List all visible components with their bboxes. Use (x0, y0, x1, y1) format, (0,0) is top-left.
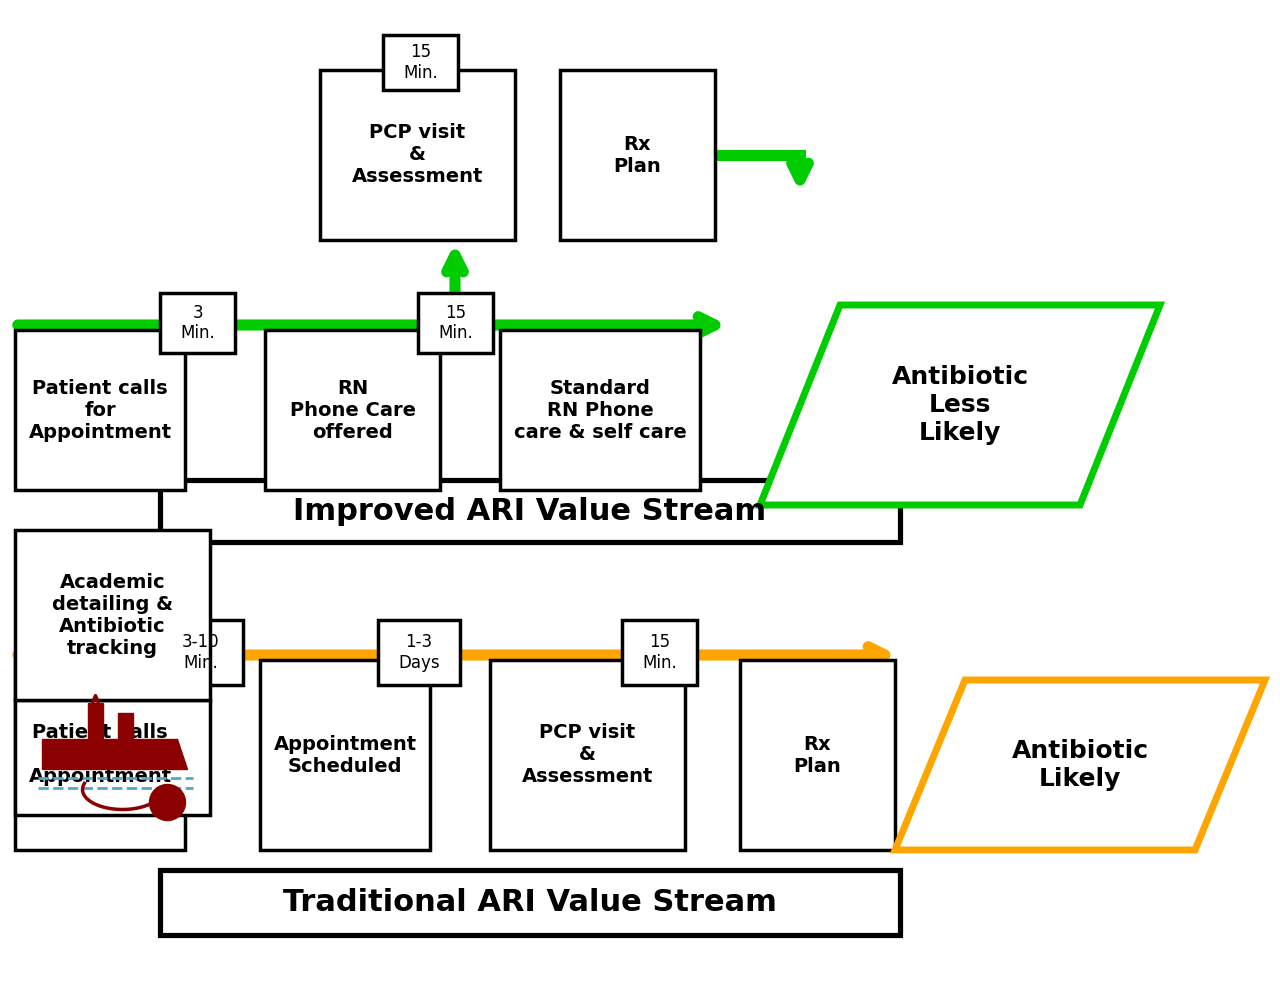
Text: 15
Min.: 15 Min. (643, 634, 677, 672)
FancyBboxPatch shape (378, 620, 460, 685)
FancyBboxPatch shape (15, 330, 186, 490)
Text: PCP visit
&
Assessment: PCP visit & Assessment (522, 724, 653, 786)
Polygon shape (895, 680, 1265, 850)
Text: Patient calls
for
Appointment: Patient calls for Appointment (28, 378, 172, 442)
FancyBboxPatch shape (15, 660, 186, 850)
Polygon shape (118, 713, 133, 740)
Text: Patient calls
for
Appointment: Patient calls for Appointment (28, 724, 172, 786)
Text: Improved ARI Value Stream: Improved ARI Value Stream (293, 496, 767, 525)
Text: Appointment
Scheduled: Appointment Scheduled (274, 735, 416, 776)
Text: PCP visit
&
Assessment: PCP visit & Assessment (352, 123, 483, 187)
Text: 1-3
Days: 1-3 Days (398, 634, 440, 672)
FancyBboxPatch shape (160, 480, 900, 542)
FancyBboxPatch shape (265, 330, 440, 490)
Text: 3
Min.: 3 Min. (180, 304, 215, 343)
Text: 3-10
Min.: 3-10 Min. (182, 634, 219, 672)
FancyBboxPatch shape (500, 330, 700, 490)
Text: Traditional ARI Value Stream: Traditional ARI Value Stream (283, 888, 777, 917)
FancyBboxPatch shape (561, 70, 716, 240)
Text: Rx
Plan: Rx Plan (794, 735, 841, 776)
Text: RN
Phone Care
offered: RN Phone Care offered (289, 378, 416, 442)
Polygon shape (760, 305, 1160, 505)
Text: Antibiotic
Less
Likely: Antibiotic Less Likely (891, 365, 1029, 445)
Circle shape (150, 784, 186, 820)
FancyBboxPatch shape (740, 660, 895, 850)
FancyBboxPatch shape (320, 70, 515, 240)
FancyBboxPatch shape (260, 660, 430, 850)
FancyBboxPatch shape (160, 870, 900, 935)
Text: Rx
Plan: Rx Plan (613, 134, 662, 176)
FancyBboxPatch shape (15, 530, 210, 700)
FancyBboxPatch shape (160, 293, 236, 353)
FancyBboxPatch shape (419, 293, 493, 353)
Text: Antibiotic
Likely: Antibiotic Likely (1011, 739, 1148, 790)
Text: 15
Min.: 15 Min. (438, 304, 472, 343)
Text: 15
Min.: 15 Min. (403, 43, 438, 81)
FancyBboxPatch shape (383, 35, 458, 90)
Text: Standard
RN Phone
care & self care: Standard RN Phone care & self care (513, 378, 686, 442)
Polygon shape (87, 702, 102, 740)
FancyBboxPatch shape (157, 620, 243, 685)
Polygon shape (42, 740, 187, 770)
FancyBboxPatch shape (15, 700, 210, 815)
FancyBboxPatch shape (622, 620, 698, 685)
FancyBboxPatch shape (490, 660, 685, 850)
Text: Academic
detailing &
Antibiotic
tracking: Academic detailing & Antibiotic tracking (52, 573, 173, 657)
